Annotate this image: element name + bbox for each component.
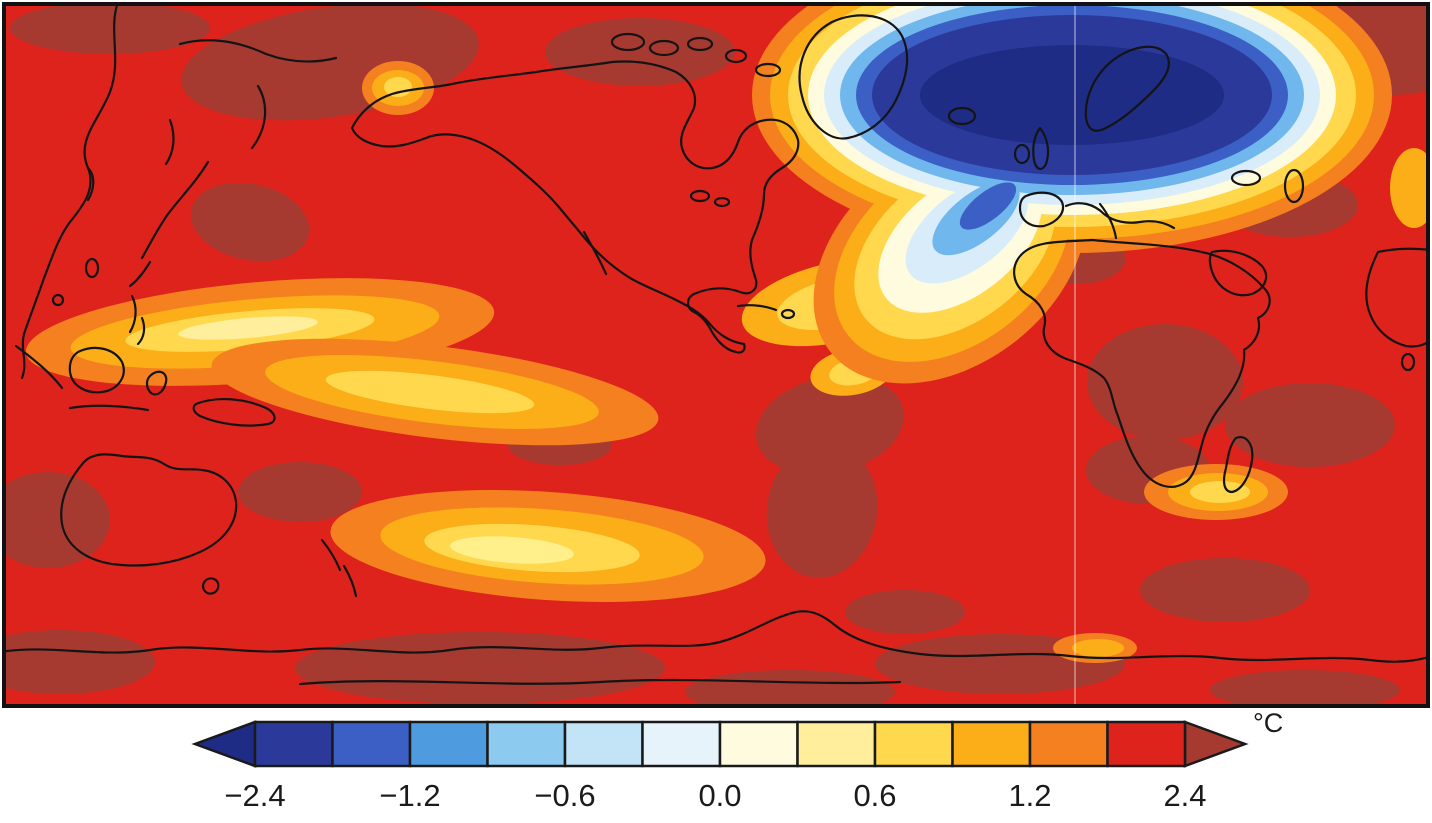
- map-frame: [2, 2, 1430, 708]
- colorbar-left-arrow: [191, 720, 257, 768]
- colorbar-units-label: °C: [1253, 710, 1283, 738]
- colorbar-tick-label: 0.6: [853, 778, 896, 813]
- colorbar-tick-label: 1.2: [1008, 778, 1051, 813]
- colorbar-segment: [951, 720, 1032, 768]
- continent-outlines: [4, 4, 1428, 686]
- colorbar-right-arrow: [1183, 720, 1249, 768]
- colorbar-segment: [253, 720, 334, 768]
- colorbar-tick-label: 0.0: [698, 778, 741, 813]
- colorbar-tick-label: −2.4: [224, 778, 285, 813]
- colorbar-segment: [408, 720, 489, 768]
- colorbar-tick-label: 2.4: [1163, 778, 1206, 813]
- colorbar-segment: [1106, 720, 1187, 768]
- muted-warming-bands: [25, 61, 1428, 663]
- colorbar: −2.4 −1.2 −0.6 0.0 0.6 1.2 2.4 °C: [191, 710, 1283, 813]
- world-map-svg: [2, 2, 1430, 708]
- colorbar-segment: [563, 720, 644, 768]
- colorbar-segment: [331, 720, 412, 768]
- colorbar-segment: [873, 720, 954, 768]
- meridian-line: [1074, 4, 1076, 706]
- colorbar-tick-label: −0.6: [534, 778, 595, 813]
- colorbar-segment: [1028, 720, 1109, 768]
- north-atlantic-cold-blob: [752, 4, 1392, 384]
- map-color-field: [4, 4, 1428, 706]
- colorbar-segment: [486, 720, 567, 768]
- colorbar-segment: [718, 720, 799, 768]
- colorbar-tick-label: −1.2: [379, 778, 440, 813]
- colorbar-segment: [796, 720, 877, 768]
- colorbar-segment: [641, 720, 722, 768]
